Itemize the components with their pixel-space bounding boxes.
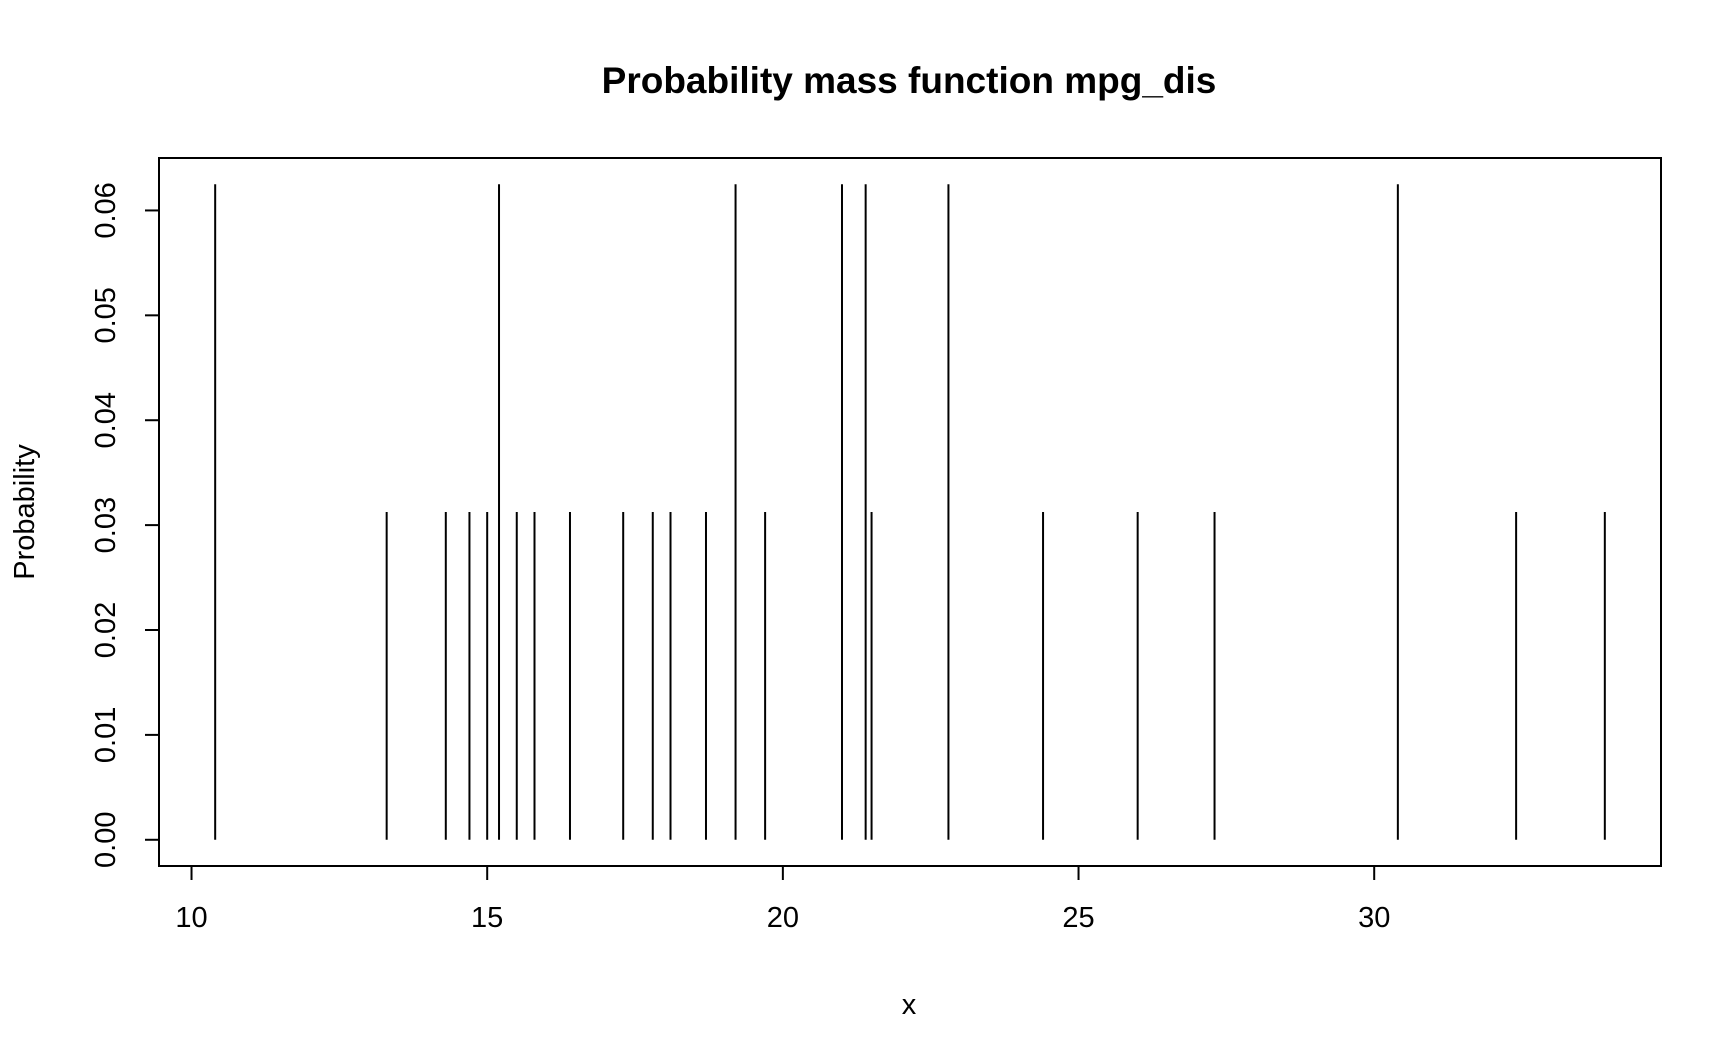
plot-frame xyxy=(158,157,1662,867)
x-axis: 10 15 20 25 30 xyxy=(175,865,1390,934)
y-tick-label: 0.03 xyxy=(90,497,122,553)
y-tick-label: 0.01 xyxy=(90,707,122,763)
x-tick-label: 10 xyxy=(175,902,207,934)
y-axis: 0.00 0.01 0.02 0.03 0.04 0.05 0.06 xyxy=(90,182,160,868)
x-tick-label: 25 xyxy=(1062,902,1094,934)
x-tick-label: 30 xyxy=(1358,902,1390,934)
y-tick-label: 0.00 xyxy=(90,812,122,868)
spikes-series xyxy=(214,184,1606,840)
y-tick-label: 0.06 xyxy=(90,182,122,238)
y-tick-label: 0.04 xyxy=(90,392,122,448)
x-tick-label: 20 xyxy=(767,902,799,934)
chart-title: Probability mass function mpg_dis xyxy=(602,60,1217,101)
x-tick-label: 15 xyxy=(471,902,503,934)
y-axis-label: Probability xyxy=(9,444,41,580)
y-tick-label: 0.05 xyxy=(90,287,122,343)
x-axis-label: x xyxy=(902,989,917,1021)
y-tick-label: 0.02 xyxy=(90,602,122,658)
